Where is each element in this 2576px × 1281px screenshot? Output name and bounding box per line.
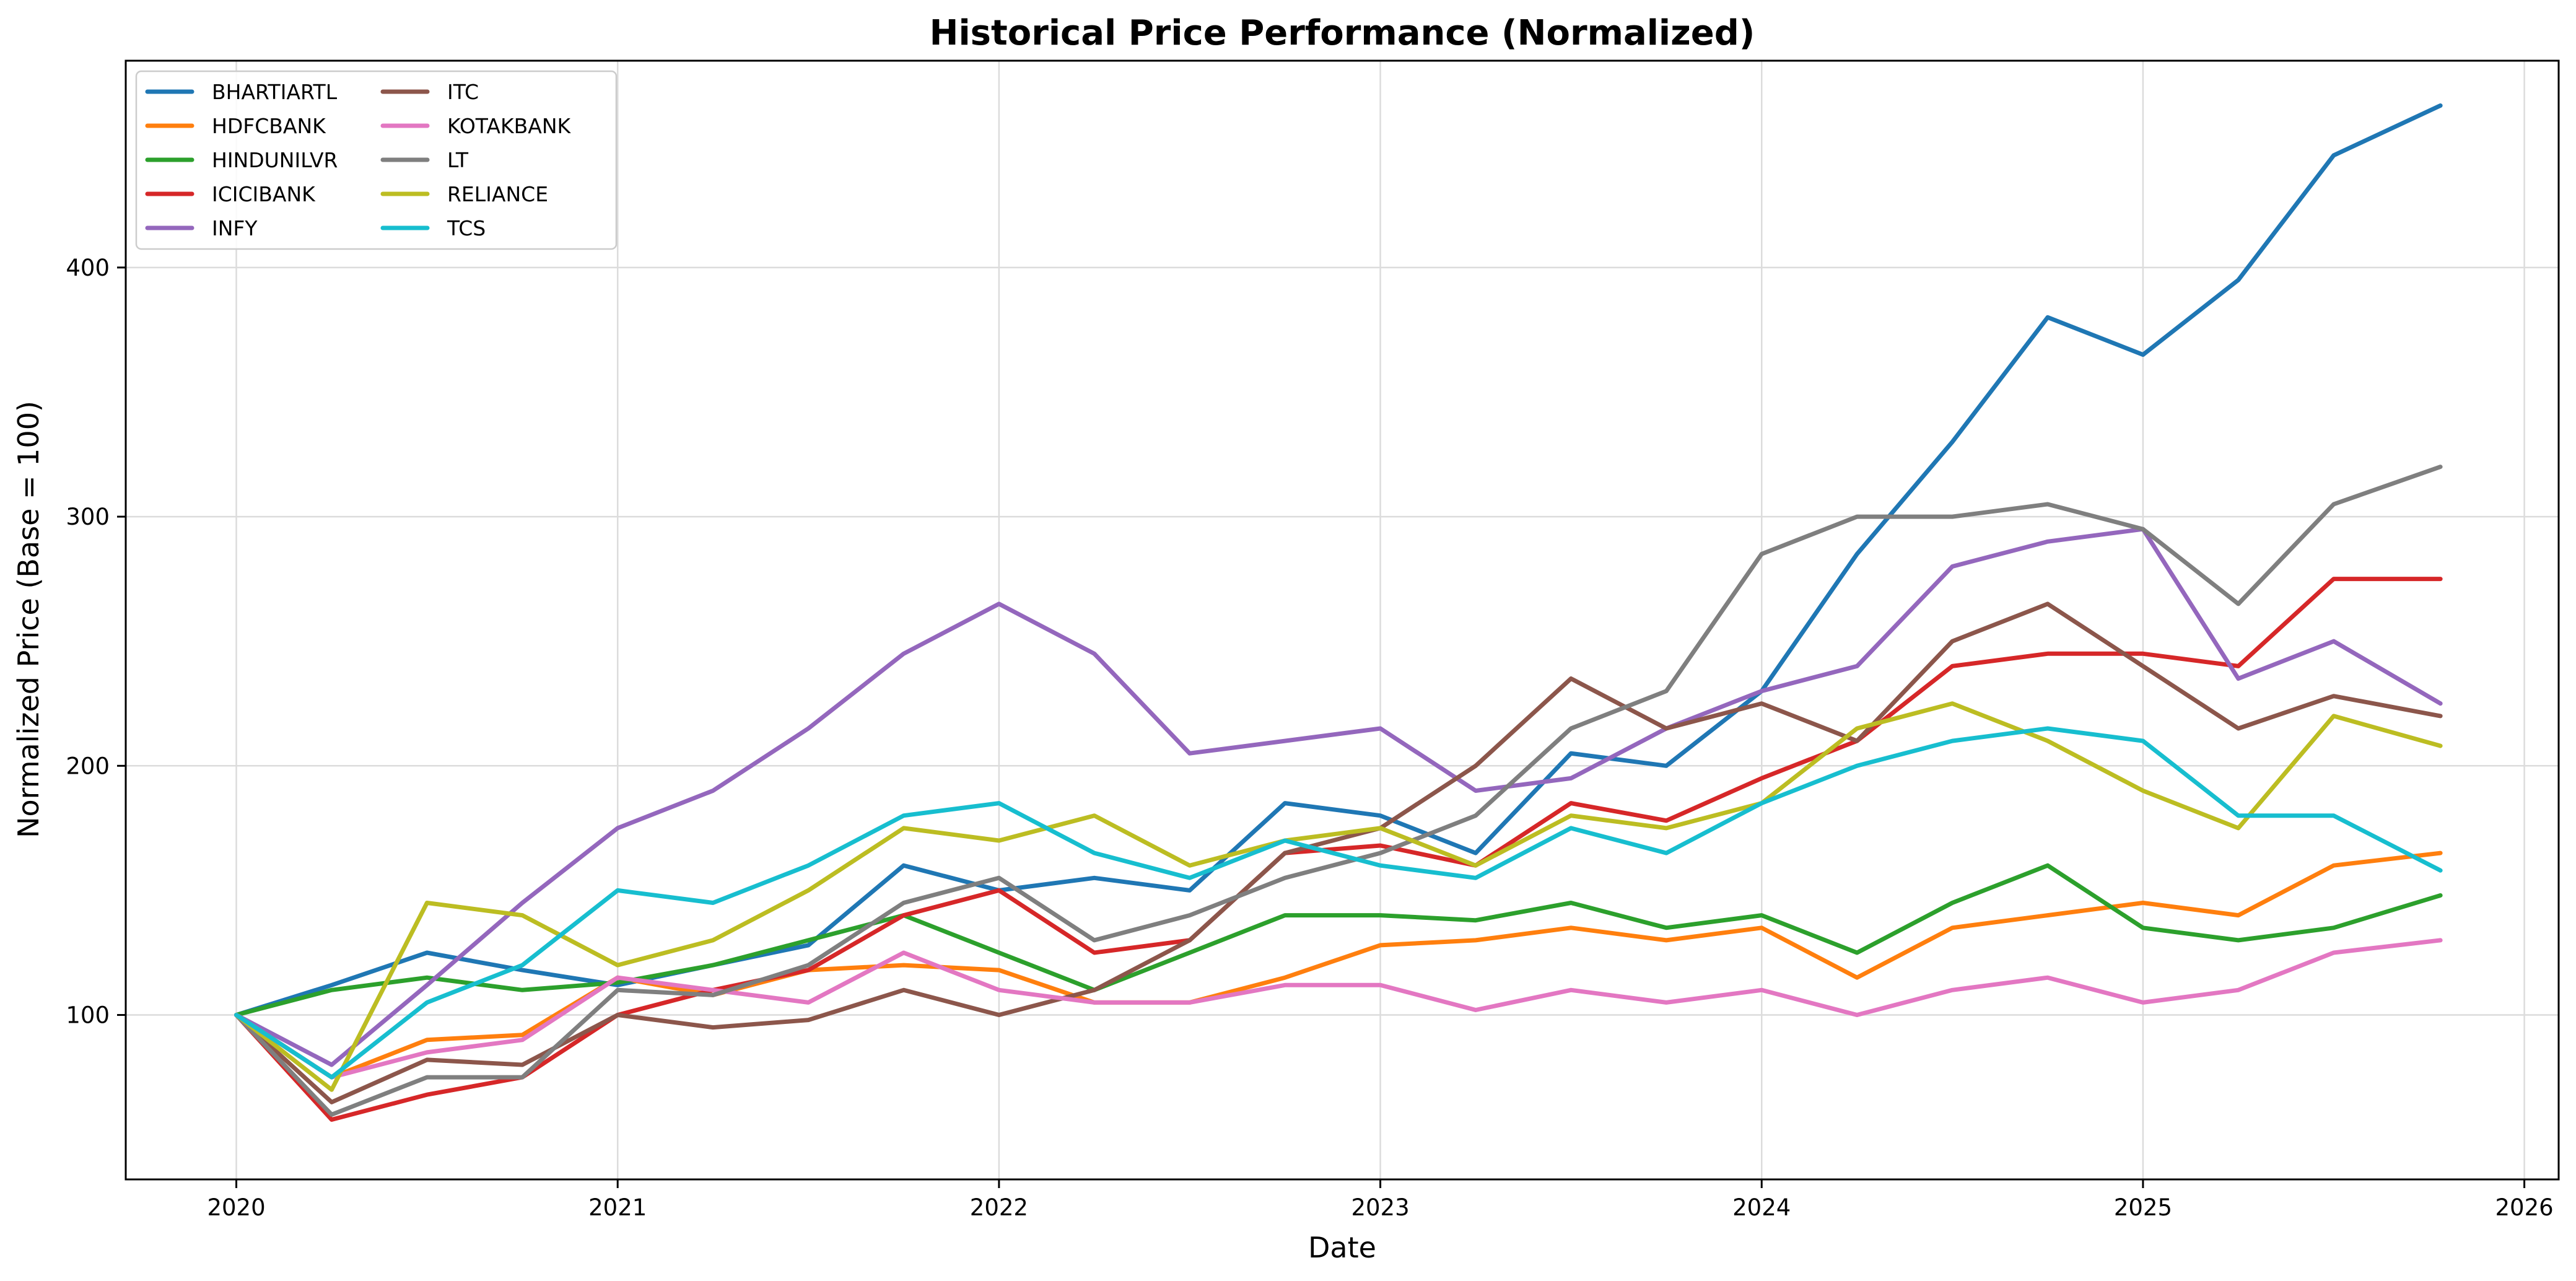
x-tick-label: 2021	[588, 1194, 647, 1221]
y-tick-label: 200	[66, 753, 110, 779]
legend-label: HDFCBANK	[212, 114, 326, 138]
series-line-lt	[234, 465, 2443, 1117]
legend-label: INFY	[212, 216, 258, 240]
axis-ticks: 2020 2021 2022 2023 2024 2025 2026 100 200 300 400	[66, 255, 2553, 1221]
legend: BHARTIARTL HDFCBANK HINDUNILVR ICICIBANK INF…	[135, 70, 618, 250]
legend-label: LT	[447, 148, 469, 172]
chart-title: Historical Price Performance (Normalized…	[930, 13, 1755, 53]
series-line-infy	[234, 527, 2443, 1067]
legend-label: ICICIBANK	[212, 182, 316, 206]
y-tick-label: 300	[66, 504, 110, 530]
legend-box	[135, 70, 618, 250]
x-tick-label: 2025	[2114, 1194, 2172, 1221]
x-tick-label: 2024	[1732, 1194, 1791, 1221]
legend-label: ITC	[447, 80, 479, 104]
x-tick-label: 2022	[970, 1194, 1028, 1221]
y-tick-label: 400	[66, 255, 110, 281]
legend-label: KOTAKBANK	[447, 114, 572, 138]
grid	[126, 61, 2559, 1179]
legend-label: RELIANCE	[447, 182, 548, 206]
x-tick-label: 2026	[2495, 1194, 2554, 1221]
x-axis-label: Date	[1308, 1231, 1376, 1264]
y-axis-label: Normalized Price (Base = 100)	[12, 401, 45, 838]
legend-label: BHARTIARTL	[212, 80, 338, 104]
x-tick-label: 2020	[207, 1194, 265, 1221]
plot-frame	[124, 59, 2560, 1181]
series-line-reliance	[234, 701, 2443, 1092]
series-line-hindunilvr	[234, 863, 2443, 1017]
series-line-tcs	[234, 726, 2443, 1080]
series-line-kotakbank	[234, 938, 2443, 1080]
legend-label: TCS	[447, 216, 486, 240]
y-tick-label: 100	[66, 1002, 110, 1029]
series-lines	[234, 103, 2443, 1122]
series-line-itc	[234, 601, 2443, 1104]
x-tick-label: 2023	[1351, 1194, 1409, 1221]
legend-label: HINDUNILVR	[212, 148, 338, 172]
